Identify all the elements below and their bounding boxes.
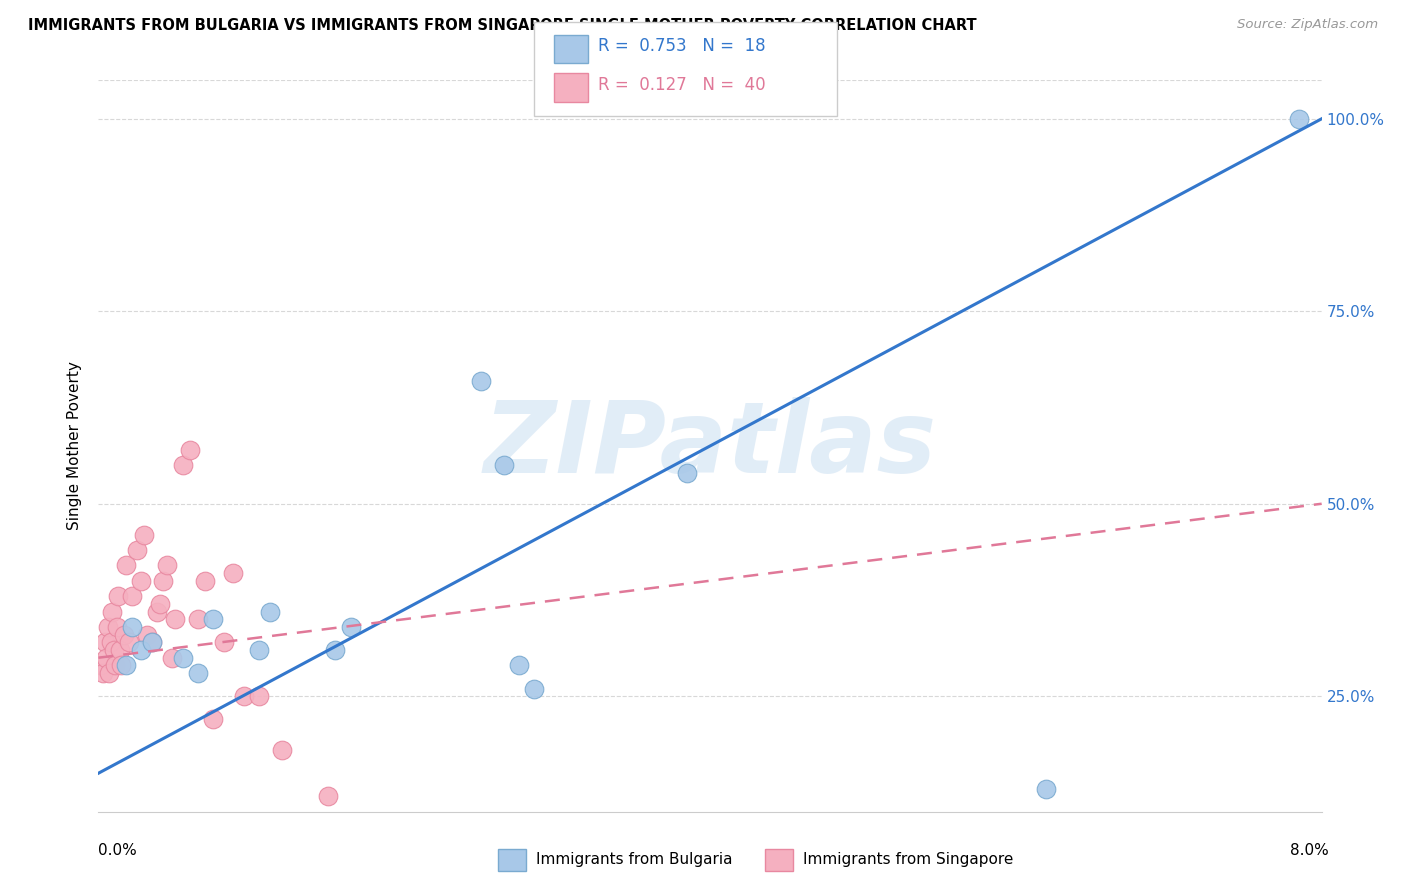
Point <box>98 666 121 681</box>
Point <box>222 566 245 580</box>
Point <box>202 612 225 626</box>
Point <box>172 650 194 665</box>
Text: 0.0%: 0.0% <box>98 843 138 858</box>
Point <box>104 658 127 673</box>
Point <box>103 643 125 657</box>
Text: Source: ZipAtlas.com: Source: ZipAtlas.com <box>1237 18 1378 31</box>
Point <box>90 658 112 673</box>
Point <box>492 458 515 473</box>
Point <box>134 527 156 541</box>
Point <box>136 627 159 641</box>
Point <box>1035 781 1057 796</box>
Point <box>112 627 135 641</box>
Point <box>1288 112 1310 126</box>
Point <box>129 574 152 588</box>
Text: 8.0%: 8.0% <box>1289 843 1329 858</box>
Point <box>259 605 281 619</box>
Text: Immigrants from Singapore: Immigrants from Singapore <box>803 853 1014 867</box>
Point <box>145 605 167 619</box>
Point <box>125 543 148 558</box>
Point <box>93 635 115 649</box>
Point <box>152 574 174 588</box>
Point <box>100 635 122 649</box>
Point <box>156 558 179 573</box>
Point <box>187 666 209 681</box>
Point <box>91 666 114 681</box>
Point <box>523 681 546 696</box>
Point <box>115 658 138 673</box>
Text: IMMIGRANTS FROM BULGARIA VS IMMIGRANTS FROM SINGAPORE SINGLE MOTHER POVERTY CORR: IMMIGRANTS FROM BULGARIA VS IMMIGRANTS F… <box>28 18 977 33</box>
Point <box>105 620 128 634</box>
Text: ZIPatlas: ZIPatlas <box>484 398 936 494</box>
Point <box>141 635 163 649</box>
Point <box>163 612 186 626</box>
Point <box>115 558 138 573</box>
Point <box>316 789 339 804</box>
Point <box>270 743 294 757</box>
Point <box>339 620 361 634</box>
Point <box>118 635 141 649</box>
Point <box>94 650 117 665</box>
Point <box>121 589 143 603</box>
Point <box>160 650 183 665</box>
Point <box>108 643 131 657</box>
Point <box>141 635 163 649</box>
Point <box>129 643 152 657</box>
Point <box>202 712 225 726</box>
Point <box>470 374 492 388</box>
Point <box>172 458 194 473</box>
Point <box>676 466 699 480</box>
Point <box>194 574 217 588</box>
Point <box>212 635 235 649</box>
Point <box>101 605 124 619</box>
Point <box>97 620 120 634</box>
Text: R =  0.753   N =  18: R = 0.753 N = 18 <box>598 37 765 55</box>
Y-axis label: Single Mother Poverty: Single Mother Poverty <box>67 361 83 531</box>
Point <box>187 612 209 626</box>
Text: Immigrants from Bulgaria: Immigrants from Bulgaria <box>536 853 733 867</box>
Point <box>508 658 530 673</box>
Point <box>232 690 254 704</box>
Point <box>107 589 129 603</box>
Point <box>179 442 201 457</box>
Point <box>149 597 172 611</box>
Point <box>121 620 143 634</box>
Text: R =  0.127   N =  40: R = 0.127 N = 40 <box>598 76 765 94</box>
Point <box>110 658 132 673</box>
Point <box>247 643 270 657</box>
Point <box>325 643 347 657</box>
Point <box>247 690 270 704</box>
